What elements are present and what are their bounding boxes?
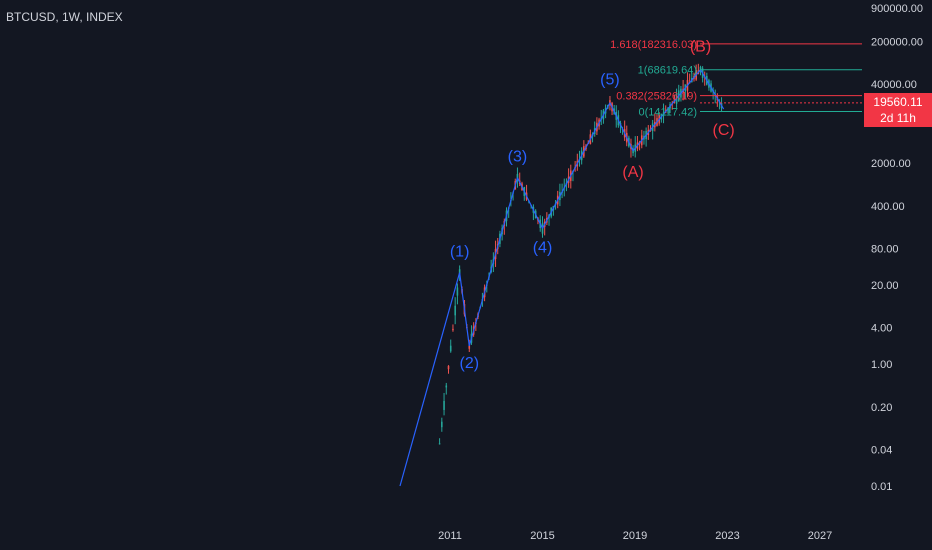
wave-segment — [399, 272, 461, 487]
y-tick-label: 40000.00 — [871, 79, 917, 91]
wave-label: (3) — [508, 149, 528, 166]
wave-label: (1) — [450, 244, 470, 261]
fib-level-label: 0(14117.42) — [638, 107, 697, 119]
candle-body — [454, 305, 456, 316]
symbol-title: BTCUSD, 1W, INDEX — [6, 10, 123, 24]
x-tick-label: 2023 — [715, 530, 739, 542]
candle-body — [447, 365, 450, 370]
wave-segment — [541, 102, 611, 229]
wave-label: (2) — [459, 355, 479, 372]
candle-body — [441, 421, 443, 428]
x-tick-label: 2027 — [808, 530, 832, 542]
y-tick-label: 400.00 — [871, 201, 905, 213]
candle-body — [438, 443, 441, 445]
wave-label: (B) — [690, 39, 711, 56]
fib-level-label: 1(68619.64) — [638, 65, 697, 77]
wave-labels: (1) (2) (3) (4) (5) (A) (B) (C) — [450, 39, 735, 372]
candlestick-series — [438, 63, 723, 445]
wave-segment — [700, 69, 725, 110]
candle-body — [443, 400, 445, 410]
candle-body — [456, 287, 459, 296]
y-tick-label: 80.00 — [871, 243, 899, 255]
y-tick-label: 0.04 — [871, 444, 892, 456]
candle-body — [449, 345, 452, 352]
wave-label: (A) — [622, 164, 643, 181]
wave-segment — [632, 69, 701, 152]
x-tick-label: 2015 — [530, 530, 554, 542]
fib-level-label: 1.618(182316.03) — [610, 39, 697, 51]
y-tick-label: 900000.00 — [871, 3, 923, 15]
y-tick-label: 4.00 — [871, 323, 892, 335]
wave-segment — [459, 272, 470, 346]
last-price-tag: 19560.11 2d 11h — [864, 93, 932, 127]
y-tick-label: 0.01 — [871, 481, 892, 493]
x-tick-label: 2019 — [623, 530, 647, 542]
y-axis: 900000.00 200000.00 40000.00 2000.00 400.00 8… — [871, 3, 923, 493]
wave-segment — [468, 177, 519, 347]
last-price-value: 19560.11 — [873, 95, 923, 109]
wave-lines — [399, 69, 725, 487]
candle-body — [452, 328, 454, 331]
fib-retracement: 1.618(182316.03) 1(68619.64) 0.382(25826.1… — [610, 39, 862, 119]
wave-label: (4) — [533, 239, 553, 256]
y-tick-label: 1.00 — [871, 359, 892, 371]
wave-segment — [609, 102, 634, 152]
y-tick-label: 20.00 — [871, 280, 899, 292]
bar-countdown: 2d 11h — [880, 111, 916, 125]
x-axis: 2011 2015 2019 2023 2027 — [438, 530, 832, 542]
wave-segment — [516, 177, 544, 229]
x-tick-label: 2011 — [438, 530, 462, 542]
wave-label: (C) — [713, 122, 735, 139]
candle-body — [445, 385, 448, 388]
y-tick-label: 2000.00 — [871, 158, 911, 170]
wave-label: (5) — [600, 72, 620, 89]
y-tick-label: 200000.00 — [871, 36, 923, 48]
y-tick-label: 0.20 — [871, 402, 892, 414]
fib-level-label: 0.382(25826.19) — [616, 91, 697, 103]
